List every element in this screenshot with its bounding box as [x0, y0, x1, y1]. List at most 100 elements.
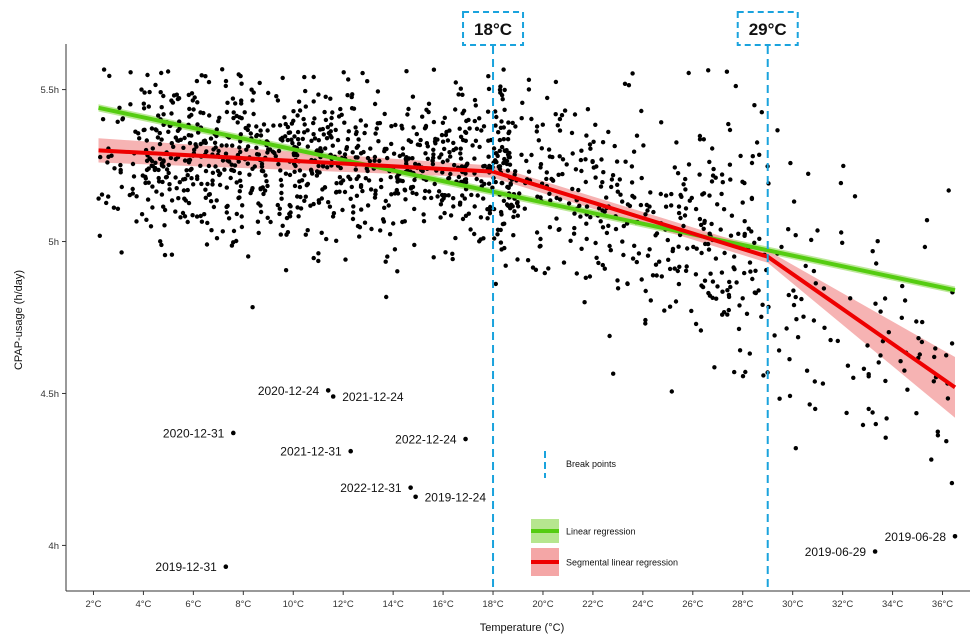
scatter-point	[395, 191, 401, 196]
scatter-point	[920, 319, 925, 325]
scatter-point	[206, 192, 212, 197]
scatter-point	[607, 243, 612, 249]
linear-regression-line	[98, 105, 956, 293]
scatter-point	[130, 191, 135, 196]
scatter-point	[786, 292, 791, 298]
scatter-point	[342, 152, 348, 157]
x-axis-title: Temperature (°C)	[480, 622, 564, 634]
scatter-point	[321, 132, 326, 137]
scatter-point	[630, 193, 635, 199]
scatter-point	[835, 338, 840, 344]
scatter-point	[812, 379, 817, 384]
scatter-point	[187, 157, 193, 163]
scatter-point	[112, 166, 117, 171]
scatter-point	[448, 154, 453, 159]
scatter-point	[254, 145, 259, 150]
scatter-point	[462, 196, 467, 201]
scatter-point	[914, 411, 919, 416]
scatter-point	[611, 371, 616, 376]
scatter-point	[457, 126, 462, 131]
scatter-point	[423, 151, 428, 156]
scatter-point	[691, 244, 696, 250]
scatter-point	[935, 433, 941, 438]
scatter-point	[279, 183, 284, 188]
scatter-point	[351, 210, 356, 215]
scatter-point	[199, 219, 205, 224]
scatter-point	[505, 203, 510, 208]
scatter-point	[189, 133, 194, 138]
scatter-point	[226, 216, 232, 221]
scatter-point	[372, 154, 378, 160]
scatter-point	[242, 110, 247, 115]
scatter-point	[413, 161, 418, 167]
scatter-point	[499, 144, 505, 150]
scatter-point	[702, 278, 708, 283]
scatter-point	[251, 111, 256, 117]
scatter-point	[676, 281, 682, 287]
scatter-point	[945, 396, 951, 401]
scatter-point	[631, 149, 637, 154]
scatter-point	[168, 155, 174, 161]
scatter-point	[224, 204, 229, 210]
scatter-point	[572, 225, 577, 231]
scatter-point	[475, 193, 480, 198]
legend-label-breakpoints: Break points	[566, 459, 617, 469]
scatter-point	[311, 255, 316, 261]
scatter-point	[557, 128, 563, 133]
scatter-point	[497, 137, 503, 143]
scatter-point	[435, 194, 440, 199]
scatter-point	[224, 143, 229, 148]
scatter-point	[557, 197, 563, 202]
scatter-point	[277, 123, 283, 128]
scatter-point	[458, 200, 463, 205]
scatter-point	[254, 132, 260, 138]
scatter-point	[393, 122, 398, 128]
scatter-point	[305, 181, 311, 187]
scatter-point	[237, 195, 242, 200]
scatter-point	[756, 288, 761, 293]
scatter-point	[130, 161, 136, 167]
scatter-point	[460, 216, 466, 222]
scatter-point	[171, 144, 176, 149]
scatter-point	[482, 163, 487, 169]
scatter-point	[431, 147, 436, 152]
scatter-point	[659, 274, 664, 279]
scatter-point	[534, 124, 540, 129]
scatter-point	[554, 195, 559, 201]
scatter-point	[519, 152, 524, 157]
scatter-point	[330, 214, 336, 219]
scatter-point	[184, 168, 189, 173]
scatter-point	[295, 113, 300, 118]
scatter-point	[379, 184, 384, 190]
scatter-point	[205, 220, 210, 226]
scatter-point	[584, 204, 590, 209]
scatter-point	[195, 174, 200, 179]
scatter-point	[357, 234, 362, 239]
scatter-point	[292, 183, 298, 189]
scatter-point	[658, 191, 663, 197]
scatter-point	[861, 366, 867, 371]
scatter-point	[341, 70, 346, 75]
scatter-point	[667, 304, 673, 309]
scatter-point	[372, 195, 378, 200]
scatter-point	[302, 173, 307, 178]
scatter-point	[666, 257, 671, 262]
scatter-point	[119, 250, 124, 255]
x-tick-label: 22°C	[582, 599, 603, 610]
scatter-point	[699, 250, 704, 256]
scatter-point	[185, 219, 190, 225]
scatter-point	[358, 183, 364, 188]
scatter-point	[754, 140, 760, 145]
scatter-point	[283, 268, 289, 273]
scatter-point	[650, 273, 656, 278]
scatter-point	[353, 125, 358, 130]
scatter-point	[194, 214, 200, 219]
scatter-point	[262, 188, 268, 193]
scatter-point	[726, 292, 732, 298]
scatter-point	[150, 205, 155, 210]
scatter-point	[466, 211, 471, 216]
scatter-point	[158, 239, 163, 244]
scatter-point	[542, 270, 547, 276]
scatter-point	[772, 333, 777, 338]
scatter-point	[734, 280, 739, 285]
